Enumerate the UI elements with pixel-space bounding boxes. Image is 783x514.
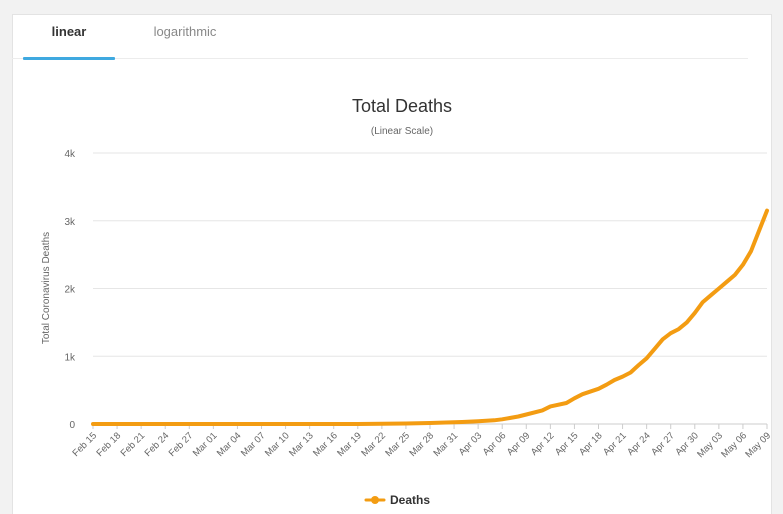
x-tick-label: Apr 03 [457, 430, 485, 458]
legend-series-marker [371, 496, 379, 504]
x-tick-label: Mar 01 [191, 430, 220, 459]
x-tick-label: Mar 16 [311, 430, 340, 459]
x-tick-label: Mar 31 [431, 430, 460, 459]
x-tick-label: Apr 24 [625, 430, 653, 458]
chart-card [12, 14, 772, 514]
x-tick-label: Apr 15 [553, 430, 581, 458]
grid-lines [93, 152, 767, 425]
tab-linear[interactable]: linear [51, 24, 87, 39]
y-tick-label: 3k [64, 217, 76, 228]
x-tick-label: Feb 15 [70, 430, 99, 459]
x-tick-label: Mar 07 [239, 430, 268, 459]
legend[interactable]: Deaths [364, 493, 430, 507]
active-tab-indicator [23, 57, 115, 60]
y-axis-ticks: 0 1k 2k 3k 4k [64, 149, 76, 431]
x-tick-label: Mar 10 [263, 430, 292, 459]
x-tick-label: Apr 21 [601, 430, 629, 458]
x-tick-label: May 09 [743, 430, 773, 460]
x-tick-label: Feb 27 [167, 430, 196, 459]
x-tick-label: Mar 22 [359, 430, 388, 459]
x-tick-label: Mar 28 [407, 430, 436, 459]
x-tick-label: Feb 18 [94, 430, 123, 459]
series-layer [91, 208, 769, 426]
scale-tabs: linear logarithmic [12, 20, 748, 60]
x-tick-label: May 03 [695, 430, 725, 460]
x-tick-label: Apr 27 [649, 430, 677, 458]
series-line-deaths[interactable] [91, 208, 769, 426]
x-tick-label: Feb 24 [143, 430, 172, 459]
y-axis-label: Total Coronavirus Deaths [41, 232, 52, 344]
x-tick-label: Mar 25 [383, 430, 412, 459]
x-tick-label: May 06 [719, 430, 749, 460]
x-tick-label: Mar 13 [287, 430, 316, 459]
y-tick-label: 1k [64, 352, 76, 363]
y-tick-label: 2k [64, 285, 76, 296]
x-tick-label: Apr 12 [529, 430, 557, 458]
x-tick-label: Mar 19 [335, 430, 364, 459]
x-tick-label: Feb 21 [119, 430, 148, 459]
y-tick-label: 4k [64, 149, 76, 160]
chart-subtitle: (Linear Scale) [371, 126, 433, 137]
x-tick-label: Apr 06 [481, 430, 509, 458]
legend-series-label: Deaths [390, 493, 430, 507]
tab-logarithmic[interactable]: logarithmic [153, 24, 217, 39]
x-tick-label: Apr 09 [505, 430, 533, 458]
x-tick-label: Apr 18 [577, 430, 605, 458]
y-tick-label: 0 [69, 420, 75, 431]
chart-title: Total Deaths [352, 96, 452, 116]
x-tick-label: Mar 04 [215, 430, 244, 459]
